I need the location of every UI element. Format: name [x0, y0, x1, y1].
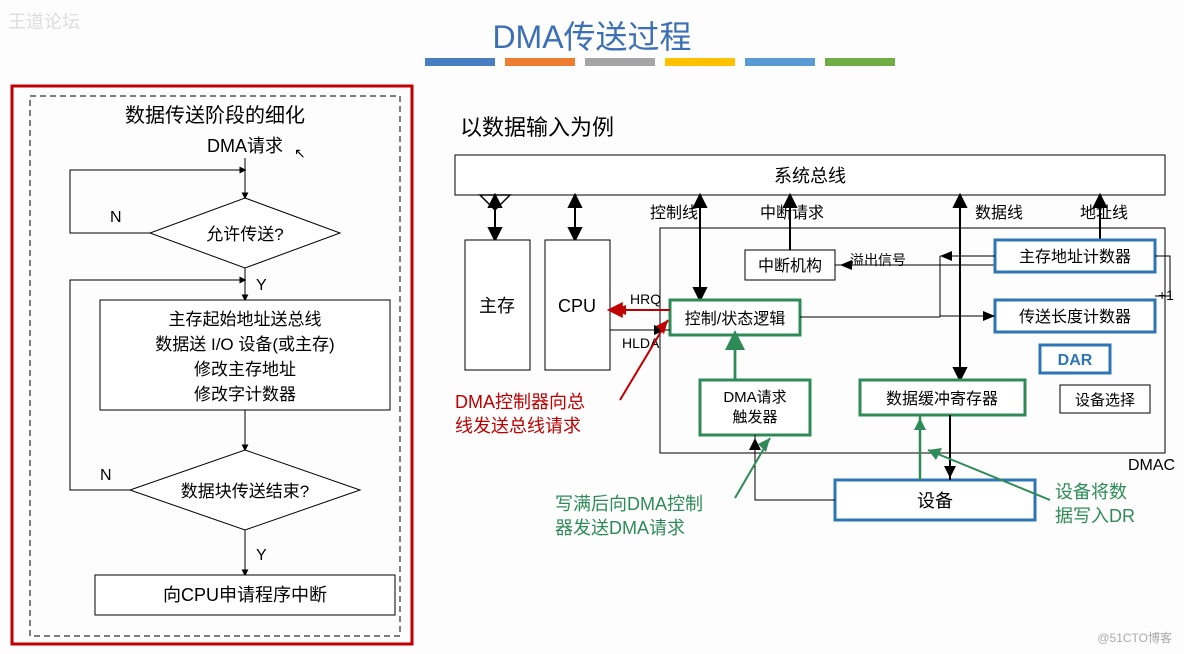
svg-text:+1: +1 — [1158, 287, 1174, 303]
svg-text:修改字计数器: 修改字计数器 — [194, 385, 296, 404]
svg-text:系统总线: 系统总线 — [774, 166, 846, 186]
svg-text:中断机构: 中断机构 — [758, 257, 822, 275]
svg-text:HRQ: HRQ — [630, 291, 661, 307]
svg-text:Y: Y — [256, 547, 267, 564]
svg-text:设备选择: 设备选择 — [1075, 392, 1135, 409]
svg-text:主存: 主存 — [479, 296, 515, 316]
svg-text:数据送 I/O 设备(或主存): 数据送 I/O 设备(或主存) — [155, 335, 334, 354]
svg-text:主存起始地址送总线: 主存起始地址送总线 — [169, 310, 322, 329]
svg-text:DMA请求: DMA请求 — [723, 389, 786, 406]
svg-text:主存地址计数器: 主存地址计数器 — [1019, 248, 1131, 266]
svg-text:控制线: 控制线 — [650, 204, 698, 222]
flowchart-svg: 数据传送阶段的细化 DMA请求 ↖ 允许传送? N Y 主存起始地址送总线 数据… — [0, 0, 1184, 654]
svg-text:线发送总线请求: 线发送总线请求 — [455, 416, 581, 436]
svg-text:修改主存地址: 修改主存地址 — [194, 360, 296, 379]
svg-text:允许传送?: 允许传送? — [206, 225, 283, 244]
svg-text:数据块传送结束?: 数据块传送结束? — [181, 482, 309, 501]
svg-text:DMA控制器向总: DMA控制器向总 — [455, 392, 585, 412]
svg-text:以数据输入为例: 以数据输入为例 — [460, 115, 614, 140]
svg-text:控制/状态逻辑: 控制/状态逻辑 — [685, 310, 785, 328]
svg-text:地址线: 地址线 — [1080, 204, 1128, 222]
svg-text:N: N — [110, 209, 122, 226]
svg-text:触发器: 触发器 — [732, 409, 777, 426]
svg-text:数据传送阶段的细化: 数据传送阶段的细化 — [125, 104, 305, 127]
svg-text:设备: 设备 — [917, 491, 953, 511]
svg-text:CPU: CPU — [558, 296, 596, 316]
svg-text:设备将数: 设备将数 — [1055, 482, 1127, 502]
svg-text:DAR: DAR — [1058, 352, 1093, 369]
svg-text:写满后向DMA控制: 写满后向DMA控制 — [555, 494, 703, 514]
svg-text:器发送DMA请求: 器发送DMA请求 — [555, 518, 685, 538]
svg-text:N: N — [100, 467, 112, 484]
svg-text:DMAC: DMAC — [1128, 457, 1175, 474]
svg-text:数据线: 数据线 — [975, 204, 1023, 222]
svg-text:据写入DR: 据写入DR — [1055, 506, 1135, 526]
svg-text:中断请求: 中断请求 — [760, 204, 824, 222]
svg-text:溢出信号: 溢出信号 — [850, 252, 906, 268]
svg-text:↖: ↖ — [294, 145, 306, 161]
svg-text:Y: Y — [256, 277, 267, 294]
svg-text:传送长度计数器: 传送长度计数器 — [1019, 308, 1131, 326]
svg-text:DMA请求: DMA请求 — [207, 136, 283, 156]
svg-text:数据缓冲寄存器: 数据缓冲寄存器 — [886, 390, 998, 408]
svg-text:向CPU申请程序中断: 向CPU申请程序中断 — [163, 585, 327, 605]
